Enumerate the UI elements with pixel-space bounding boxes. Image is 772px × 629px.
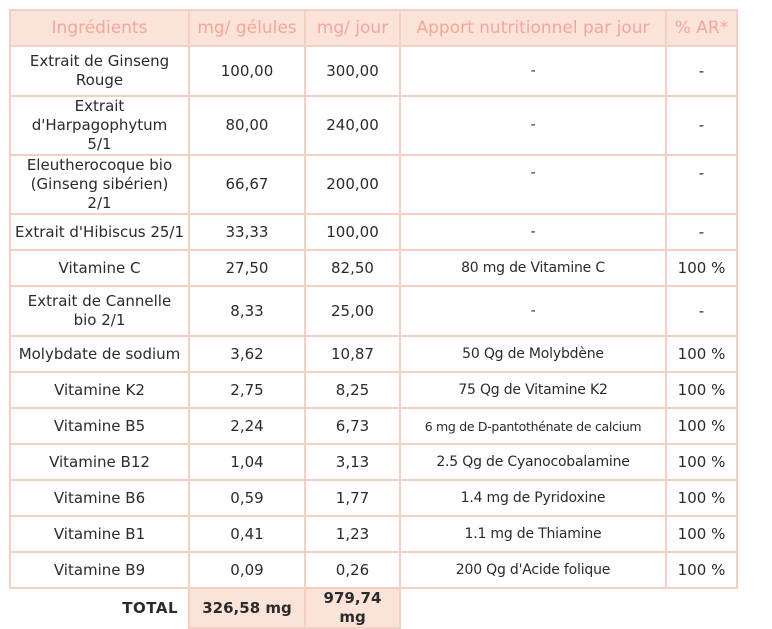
cell-mg-gelule: 2,24 bbox=[188, 407, 306, 445]
table-row: Eleutherocoque bio (Ginseng sibérien) 2/… bbox=[9, 154, 738, 215]
cell-ar: - bbox=[665, 45, 738, 97]
header-ingredients: Ingrédients bbox=[9, 9, 190, 47]
cell-ingredient: Molybdate de sodium bbox=[9, 335, 190, 373]
cell-mg-jour: 82,50 bbox=[304, 249, 401, 287]
cell-mg-gelule: 66,67 bbox=[188, 154, 306, 215]
table-row: Extrait d'Harpagophytum 5/1 80,00 240,00… bbox=[9, 95, 738, 156]
cell-mg-gelule: 80,00 bbox=[188, 95, 306, 156]
cell-ingredient: Vitamine B5 bbox=[9, 407, 190, 445]
cell-mg-gelule: 0,09 bbox=[188, 551, 306, 589]
cell-apport: - bbox=[399, 213, 667, 251]
cell-mg-jour: 25,00 bbox=[304, 285, 401, 337]
cell-apport: 50 Qg de Molybdène bbox=[399, 335, 667, 373]
cell-apport: 80 mg de Vitamine C bbox=[399, 249, 667, 287]
nutrition-table-container: Ingrédients mg/ gélules mg/ jour Apport … bbox=[9, 9, 738, 629]
total-label: TOTAL bbox=[10, 588, 189, 628]
table-row: Extrait de Cannelle bio 2/1 8,33 25,00 -… bbox=[9, 285, 738, 337]
cell-ingredient: Extrait de Ginseng Rouge bbox=[9, 45, 190, 97]
cell-mg-jour: 1,77 bbox=[304, 479, 401, 517]
cell-ar: 100 % bbox=[665, 335, 738, 373]
table-row: Vitamine B6 0,59 1,77 1.4 mg de Pyridoxi… bbox=[9, 479, 738, 517]
header-apport: Apport nutritionnel par jour bbox=[399, 9, 667, 47]
cell-ingredient: Vitamine B1 bbox=[9, 515, 190, 553]
cell-ingredient: Extrait d'Harpagophytum 5/1 bbox=[9, 95, 190, 156]
cell-ar: - bbox=[665, 213, 738, 251]
total-empty-cell bbox=[666, 588, 737, 628]
total-mg-gelule: 326,58 mg bbox=[188, 587, 306, 629]
cell-mg-jour: 100,00 bbox=[304, 213, 401, 251]
cell-ar: 100 % bbox=[665, 479, 738, 517]
cell-ar: 100 % bbox=[665, 551, 738, 589]
cell-mg-jour: 200,00 bbox=[304, 154, 401, 215]
table-row: Extrait d'Hibiscus 25/1 33,33 100,00 - - bbox=[9, 213, 738, 251]
cell-mg-gelule: 0,59 bbox=[188, 479, 306, 517]
cell-apport: - bbox=[399, 285, 667, 337]
cell-mg-gelule: 8,33 bbox=[188, 285, 306, 337]
cell-ar: - bbox=[665, 285, 738, 337]
cell-mg-jour: 240,00 bbox=[304, 95, 401, 156]
cell-mg-gelule: 3,62 bbox=[188, 335, 306, 373]
cell-ingredient: Vitamine C bbox=[9, 249, 190, 287]
cell-ingredient: Extrait d'Hibiscus 25/1 bbox=[9, 213, 190, 251]
cell-apport: 1.1 mg de Thiamine bbox=[399, 515, 667, 553]
header-ar: % AR* bbox=[665, 9, 738, 47]
table-row: Vitamine B1 0,41 1,23 1.1 mg de Thiamine… bbox=[9, 515, 738, 553]
cell-mg-gelule: 33,33 bbox=[188, 213, 306, 251]
cell-ar: 100 % bbox=[665, 249, 738, 287]
table-row: Molybdate de sodium 3,62 10,87 50 Qg de … bbox=[9, 335, 738, 373]
table-row: Extrait de Ginseng Rouge 100,00 300,00 -… bbox=[9, 45, 738, 97]
cell-mg-gelule: 100,00 bbox=[188, 45, 306, 97]
header-row: Ingrédients mg/ gélules mg/ jour Apport … bbox=[9, 9, 738, 47]
cell-mg-jour: 1,23 bbox=[304, 515, 401, 553]
cell-ar: 100 % bbox=[665, 371, 738, 409]
cell-ingredient: Vitamine K2 bbox=[9, 371, 190, 409]
table-row: Vitamine B12 1,04 3,13 2.5 Qg de Cyanoco… bbox=[9, 443, 738, 481]
nutrition-table: Ingrédients mg/ gélules mg/ jour Apport … bbox=[9, 9, 738, 629]
cell-apport: - bbox=[399, 45, 667, 97]
cell-apport: 2.5 Qg de Cyanocobalamine bbox=[399, 443, 667, 481]
cell-ingredient: Vitamine B6 bbox=[9, 479, 190, 517]
cell-ingredient: Vitamine B9 bbox=[9, 551, 190, 589]
cell-mg-jour: 3,13 bbox=[304, 443, 401, 481]
cell-ingredient: Eleutherocoque bio (Ginseng sibérien) 2/… bbox=[9, 154, 190, 215]
table-row: Vitamine K2 2,75 8,25 75 Qg de Vitamine … bbox=[9, 371, 738, 409]
cell-apport: - bbox=[399, 95, 667, 156]
cell-mg-jour: 6,73 bbox=[304, 407, 401, 445]
table-row: Vitamine B9 0,09 0,26 200 Qg d'Acide fol… bbox=[9, 551, 738, 589]
table-header: Ingrédients mg/ gélules mg/ jour Apport … bbox=[9, 9, 738, 47]
cell-ar: 100 % bbox=[665, 407, 738, 445]
cell-ar: 100 % bbox=[665, 515, 738, 553]
cell-apport: 200 Qg d'Acide folique bbox=[399, 551, 667, 589]
cell-apport: 75 Qg de Vitamine K2 bbox=[399, 371, 667, 409]
table-row: Vitamine C 27,50 82,50 80 mg de Vitamine… bbox=[9, 249, 738, 287]
cell-ingredient: Vitamine B12 bbox=[9, 443, 190, 481]
cell-mg-gelule: 27,50 bbox=[188, 249, 306, 287]
total-row: TOTAL 326,58 mg 979,74 mg bbox=[10, 587, 737, 629]
cell-ar: 100 % bbox=[665, 443, 738, 481]
cell-mg-jour: 10,87 bbox=[304, 335, 401, 373]
cell-mg-gelule: 1,04 bbox=[188, 443, 306, 481]
cell-mg-jour: 8,25 bbox=[304, 371, 401, 409]
total-mg-jour: 979,74 mg bbox=[304, 587, 401, 629]
cell-mg-gelule: 2,75 bbox=[188, 371, 306, 409]
table-body: Extrait de Ginseng Rouge 100,00 300,00 -… bbox=[9, 45, 738, 629]
total-empty-cell bbox=[400, 588, 666, 628]
cell-ar: - bbox=[665, 154, 738, 215]
cell-apport: 6 mg de D-pantothénate de calcium bbox=[399, 407, 667, 445]
cell-mg-jour: 300,00 bbox=[304, 45, 401, 97]
cell-apport: 1.4 mg de Pyridoxine bbox=[399, 479, 667, 517]
cell-mg-jour: 0,26 bbox=[304, 551, 401, 589]
header-mg-gelules: mg/ gélules bbox=[188, 9, 306, 47]
header-mg-jour: mg/ jour bbox=[304, 9, 401, 47]
cell-mg-gelule: 0,41 bbox=[188, 515, 306, 553]
cell-ingredient: Extrait de Cannelle bio 2/1 bbox=[9, 285, 190, 337]
table-row: Vitamine B5 2,24 6,73 6 mg de D-pantothé… bbox=[9, 407, 738, 445]
cell-ar: - bbox=[665, 95, 738, 156]
cell-apport: - bbox=[399, 154, 667, 215]
